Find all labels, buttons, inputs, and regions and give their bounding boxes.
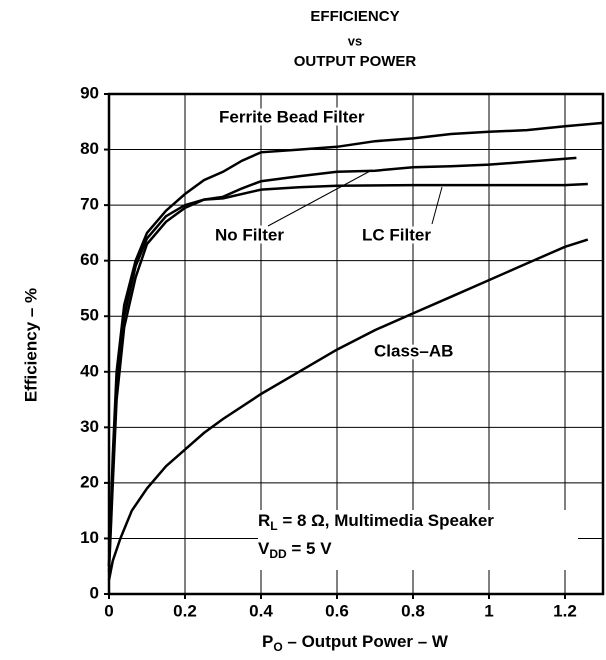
y-tick-label: 90: [80, 83, 99, 102]
x-tick-label: 1: [484, 601, 493, 620]
annotation-part: = 5 V: [287, 539, 333, 558]
annotation-part: V: [258, 539, 270, 558]
annotation-part: = 8 Ω, Multimedia Speaker: [278, 511, 495, 530]
x-axis-label: PO – Output Power – W: [262, 632, 449, 654]
annotation-sub: DD: [269, 547, 287, 561]
series-line: [107, 121, 604, 567]
annotation-sub: L: [270, 519, 277, 533]
y-axis-label: Efficiency – %: [21, 288, 40, 402]
leader-line: [267, 169, 373, 227]
series-line: [107, 156, 577, 567]
x-tick-label: 0.6: [325, 601, 349, 620]
x-axis-label-part: – Output Power – W: [283, 632, 449, 651]
x-axis-label-sub: O: [273, 640, 282, 654]
annotation: RL = 8 Ω, Multimedia Speaker: [258, 511, 494, 533]
x-tick-label: 1.2: [553, 601, 577, 620]
series-label: LC Filter: [362, 225, 431, 244]
y-tick-label: 20: [80, 472, 99, 491]
chart-title: OUTPUT POWER: [294, 53, 417, 70]
y-tick-label: 40: [80, 361, 99, 380]
x-axis-label-part: P: [262, 632, 273, 651]
annotation-bg: [258, 510, 578, 570]
annotation: VDD = 5 V: [258, 539, 332, 561]
leader-line: [431, 186, 443, 225]
chart-title: EFFICIENCY: [310, 8, 399, 25]
chart-title: vs: [348, 33, 362, 48]
x-tick-label: 0.2: [173, 601, 197, 620]
y-tick-label: 0: [90, 583, 99, 602]
x-tick-label: 0.8: [401, 601, 425, 620]
series-label: No Filter: [215, 225, 284, 244]
x-tick-label: 0: [104, 601, 113, 620]
series-line: [107, 238, 589, 581]
x-tick-label: 0.4: [249, 601, 273, 620]
plot-area: 0 10 20 30 40 50 60 70 80 90 0 0.2 0.4 0.6 0.8 1 1.2 Ferr…: [80, 83, 605, 620]
y-tick-label: 70: [80, 195, 99, 214]
series-label: Class–AB: [374, 341, 453, 360]
y-tick-label: 30: [80, 417, 99, 436]
plot-frame: [107, 92, 605, 596]
y-tick-label: 10: [80, 528, 99, 547]
y-tick-label: 80: [80, 139, 99, 158]
annotation-part: R: [258, 511, 270, 530]
y-tick-label: 60: [80, 250, 99, 269]
y-tick-label: 50: [80, 306, 99, 325]
series-line: [107, 182, 588, 572]
series-label: Ferrite Bead Filter: [219, 107, 365, 126]
